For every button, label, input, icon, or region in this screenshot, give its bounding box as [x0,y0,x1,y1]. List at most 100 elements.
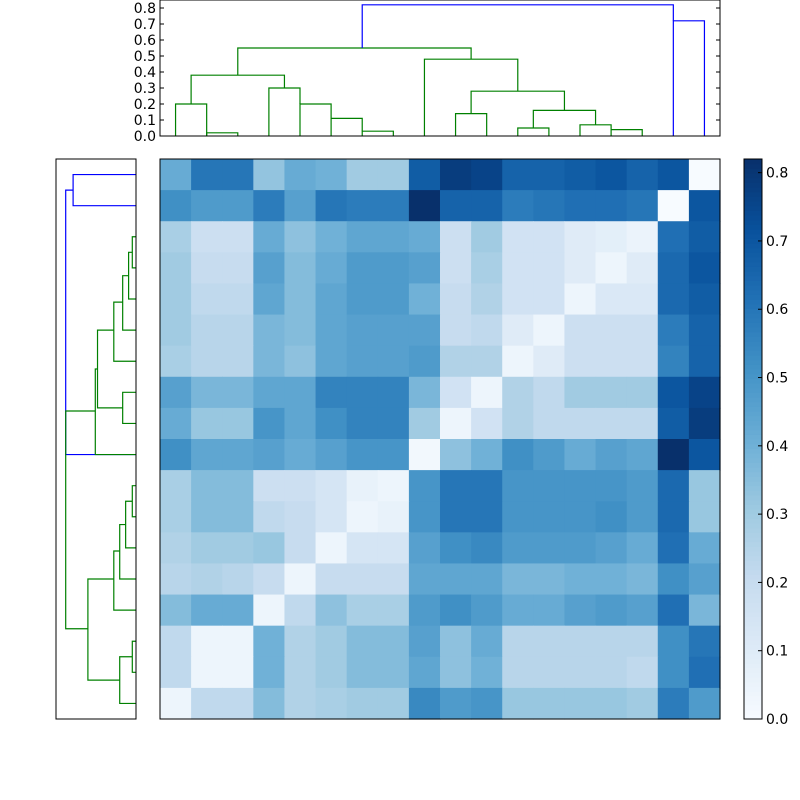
dendrogram-link [94,368,136,456]
colorbar-segment [744,667,762,673]
heatmap-cell [502,687,534,720]
heatmap-cell [253,252,286,285]
colorbar-segment [744,261,762,267]
heatmap-cell [533,470,566,502]
heatmap-cell [502,439,534,471]
heatmap-cell [626,439,659,471]
heatmap-cell [657,687,690,720]
heatmap-cell [657,594,690,627]
heatmap-cell [502,656,534,689]
heatmap-cell [315,501,348,533]
heatmap-cell [657,283,690,316]
heatmap-cell [688,501,721,533]
heatmap-cell [284,283,317,316]
heatmap-cell [564,687,597,720]
colorbar-segment [744,499,762,505]
heatmap-cell [657,252,690,285]
heatmap-cell [284,439,317,471]
heatmap-cell [688,532,721,565]
heatmap-cell [595,283,628,316]
heatmap-cell [440,625,472,658]
heatmap-cell [377,656,410,689]
heatmap-cell [657,501,690,533]
colorbar-tick-label: 0.4 [766,439,788,455]
colorbar-segment [744,681,762,687]
heatmap-cell [408,501,441,533]
heatmap-cell [408,345,441,378]
colorbar-frame [743,158,763,720]
heatmap-cell [191,252,223,285]
colorbar-segment [744,476,762,482]
heatmap-cell [253,439,286,471]
heatmap-cell [440,501,472,533]
colorbar-segment [744,317,762,323]
heatmap-cell [222,439,254,471]
colorbar-segment [744,271,762,277]
heatmap-cell [315,314,348,347]
heatmap-cell [315,594,348,627]
heatmap-cell [253,470,286,502]
heatmap-cell [564,190,597,222]
colorbar-segment [744,649,762,655]
colorbar-segment [744,415,762,421]
heatmap-cell [315,687,348,720]
heatmap-cell [533,252,566,285]
heatmap-cell [626,687,659,720]
heatmap-cell [222,501,254,533]
colorbar-tick-label: 0.7 [766,234,788,250]
heatmap-cell [377,314,410,347]
dendrogram-link [610,129,643,136]
heatmap-cell [222,532,254,565]
heatmap-cell [533,314,566,347]
heatmap-cell [315,345,348,378]
heatmap-cell [191,376,223,409]
heatmap-cell [471,190,503,222]
heatmap-cell [408,656,441,689]
heatmap-cell [377,687,410,720]
colorbar-segment [744,322,762,328]
heatmap-cell [284,532,317,565]
colorbar-segment [744,168,762,174]
heatmap-cell [688,159,721,191]
heatmap-cell [346,656,379,689]
heatmap-cell [346,532,379,565]
heatmap-cell [502,221,534,253]
heatmap-cell [222,594,254,627]
colorbar-segment [744,313,762,319]
colorbar-segment [744,359,762,365]
colorbar-segment [744,285,762,291]
colorbar-segment [744,495,762,501]
heatmap-cell [284,190,317,222]
heatmap-cell [564,345,597,378]
dendrogram-link [131,485,136,518]
heatmap-cell [595,625,628,658]
heatmap-cell [408,470,441,502]
colorbar-segment [744,219,762,225]
heatmap-cell [564,470,597,502]
heatmap-cell [346,563,379,596]
heatmap-cell [253,532,286,565]
colorbar-segment [744,336,762,342]
heatmap-cell [191,314,223,347]
heatmap-cell [377,221,410,253]
left-dendrogram-frame [55,158,137,720]
heatmap-cell [315,407,348,440]
heatmap-cell [471,656,503,689]
colorbar-segment [744,546,762,552]
heatmap-cell [377,376,410,409]
colorbar-segment [744,299,762,305]
colorbar-segment [744,541,762,547]
heatmap-cell [502,190,534,222]
heatmap-cell [408,376,441,409]
heatmap-cell [440,563,472,596]
heatmap-cell [626,314,659,347]
heatmap-cell [284,252,317,285]
colorbar-segment [744,378,762,384]
top-dendrogram-frame [159,0,721,137]
heatmap-cell [657,345,690,378]
colorbar-segment [744,341,762,347]
heatmap-cell [471,470,503,502]
colorbar-segment [744,373,762,379]
colorbar-segment [744,191,762,197]
heatmap-cell [688,190,721,222]
